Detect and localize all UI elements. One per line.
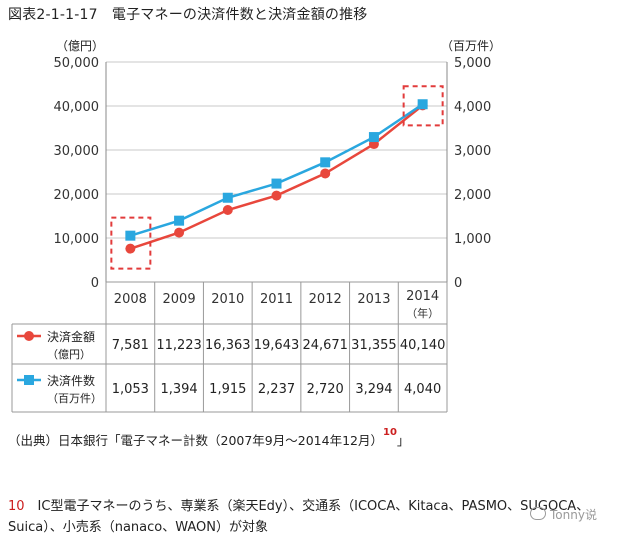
series-point-2 <box>417 99 428 110</box>
right-tick-label: 5,000 <box>454 56 491 71</box>
wechat-icon <box>530 507 546 520</box>
data-label: 31,355 <box>351 338 397 353</box>
footnote-text: IC型電子マネーのうち、専業系（楽天Edy）、交通系（ICOCA、Kitaca、… <box>8 499 590 535</box>
category-label: 2013 <box>357 292 390 307</box>
category-label: 2008 <box>114 292 147 307</box>
series-point-1 <box>271 190 282 201</box>
category-unit-label: （年） <box>406 306 439 320</box>
left-tick-label: 20,000 <box>54 188 100 203</box>
legend-unit-2: （百万件） <box>47 392 102 405</box>
left-tick-label: 10,000 <box>54 232 100 247</box>
left-tick-label: 50,000 <box>54 56 100 71</box>
source-note: （出典）日本銀行「電子マネー計数（2007年9月〜2014年12月）10」 <box>8 427 410 449</box>
series-point-1 <box>125 243 136 254</box>
data-label: 24,671 <box>302 338 348 353</box>
data-label: 1,053 <box>112 382 149 397</box>
data-label: 4,040 <box>404 382 441 397</box>
series-point-2 <box>125 230 136 241</box>
legend-name-1: 決済金額 <box>47 329 95 344</box>
data-label: 11,223 <box>156 338 202 353</box>
chart-svg: 0 0 10,000 1,000 20,000 2,000 30,000 3,000 40,00… <box>11 56 491 413</box>
category-label: 2012 <box>309 292 342 307</box>
left-tick-label: 0 <box>91 276 99 291</box>
category-label: 2014 <box>406 289 439 304</box>
series-line-1 <box>129 104 424 250</box>
right-tick-label: 2,000 <box>454 188 491 203</box>
category-label: 2010 <box>211 292 244 307</box>
source-close: 」 <box>396 433 410 448</box>
data-label: 2,237 <box>258 382 295 397</box>
data-label: 19,643 <box>254 338 300 353</box>
left-tick-label: 40,000 <box>54 100 100 115</box>
right-axis-unit: （百万件） <box>441 39 502 53</box>
series-point-1 <box>174 227 185 238</box>
data-label: 7,581 <box>112 338 149 353</box>
series-point-2 <box>174 215 185 226</box>
right-tick-label: 3,000 <box>454 144 491 159</box>
data-label: 16,363 <box>205 338 251 353</box>
highlight-box <box>402 85 444 127</box>
series-point-1 <box>222 205 233 216</box>
right-tick-label: 1,000 <box>454 232 491 247</box>
series-point-1 <box>320 168 331 179</box>
data-label: 1,915 <box>209 382 246 397</box>
footnote-number: 10 <box>8 499 25 514</box>
series-point-2 <box>368 132 379 143</box>
series-point-2 <box>271 178 282 189</box>
data-label: 3,294 <box>355 382 392 397</box>
legend-marker-1 <box>24 331 34 341</box>
data-label: 1,394 <box>160 382 197 397</box>
source-ref-mark: 10 <box>382 427 397 438</box>
right-tick-label: 0 <box>454 276 462 291</box>
highlight-box <box>110 216 152 270</box>
category-label: 2011 <box>260 292 293 307</box>
legend-name-2: 決済件数 <box>47 373 95 388</box>
data-label: 2,720 <box>307 382 344 397</box>
figure-title: 図表2-1-1-17 電子マネーの決済件数と決済金額の推移 <box>8 7 368 23</box>
watermark: Tonny说 <box>530 506 597 523</box>
series-point-2 <box>222 192 233 203</box>
source-text: （出典）日本銀行「電子マネー計数（2007年9月〜2014年12月） <box>8 433 383 448</box>
right-tick-label: 4,000 <box>454 100 491 115</box>
category-label: 2009 <box>163 292 196 307</box>
left-tick-label: 30,000 <box>54 144 100 159</box>
legend-marker-2 <box>24 375 34 385</box>
data-label: 40,140 <box>400 338 446 353</box>
legend-unit-1: （億円） <box>47 348 91 361</box>
series-point-2 <box>320 157 331 168</box>
footnote: 10 IC型電子マネーのうち、専業系（楽天Edy）、交通系（ICOCA、Kita… <box>8 496 632 538</box>
watermark-text: Tonny说 <box>550 508 597 522</box>
left-axis-unit: （億円） <box>56 39 105 53</box>
